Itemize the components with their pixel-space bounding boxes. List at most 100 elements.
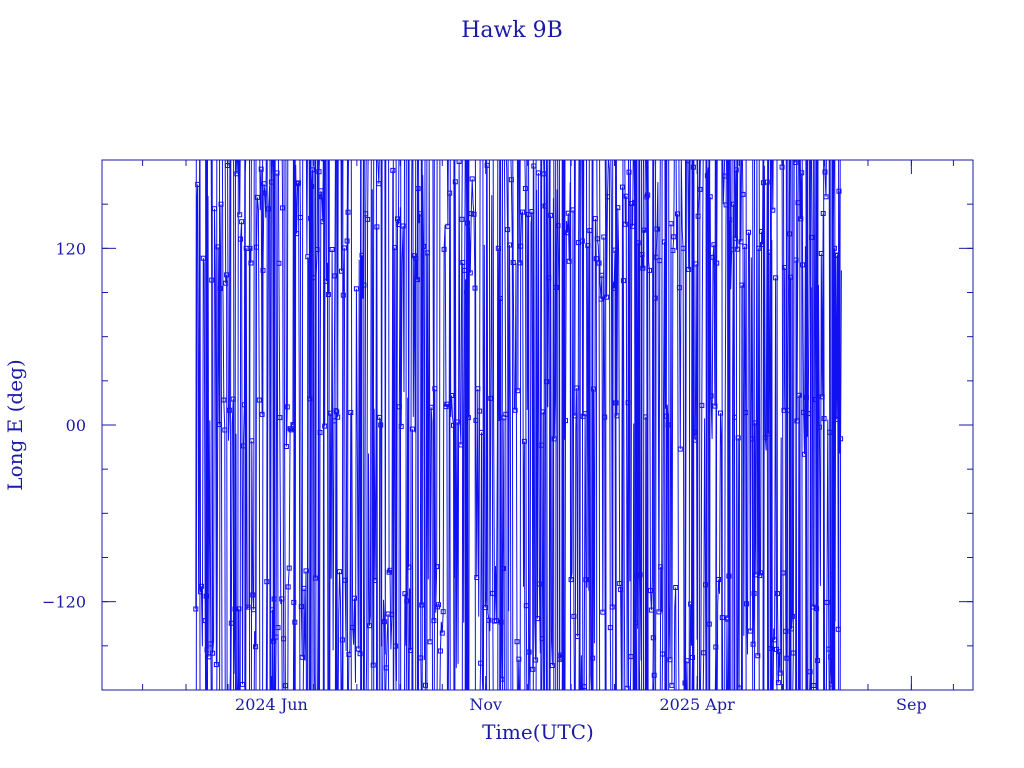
series-marker (578, 151, 582, 155)
series-marker (704, 173, 710, 179)
series-marker (454, 419, 460, 425)
series-marker (540, 409, 546, 415)
series-marker (484, 162, 490, 168)
series-marker (645, 192, 651, 198)
y-tick-labels: 120 00 −120 (42, 239, 86, 611)
series-marker (654, 226, 660, 232)
series-marker (390, 167, 396, 173)
series-marker (714, 260, 720, 266)
series-marker (370, 662, 376, 668)
series-marker (287, 426, 293, 432)
series-marker (264, 579, 270, 585)
series-marker (726, 573, 732, 579)
series-marker (762, 435, 768, 441)
series-marker (522, 186, 528, 191)
series-marker (486, 617, 492, 623)
series-marker (739, 282, 745, 288)
y-tick-label: −120 (42, 593, 86, 612)
series-marker (533, 657, 539, 663)
series-marker (324, 278, 329, 284)
series-marker (305, 254, 311, 260)
series-marker (752, 420, 758, 426)
series-marker (673, 585, 679, 590)
series-marker (406, 564, 412, 570)
series-marker (819, 394, 825, 400)
series-marker (596, 260, 602, 266)
series-marker (444, 401, 450, 407)
series-marker (452, 179, 458, 185)
series-marker (352, 595, 357, 601)
series-marker (316, 169, 322, 175)
series-marker (212, 206, 217, 212)
series-marker (651, 672, 657, 678)
series-marker (572, 413, 578, 419)
series-marker (609, 604, 615, 610)
series-marker (256, 397, 262, 403)
series-marker (535, 616, 540, 622)
series-marker (226, 407, 232, 413)
series-marker (822, 169, 828, 175)
series-marker (400, 223, 406, 229)
series-marker (392, 245, 398, 251)
series-marker (477, 408, 483, 414)
series-marker (277, 415, 283, 421)
series-marker (268, 179, 274, 185)
series-marker (331, 418, 337, 424)
series-marker (582, 411, 588, 417)
series-marker (827, 429, 833, 435)
series-marker (549, 663, 555, 668)
series-marker (663, 413, 669, 419)
series-marker (629, 201, 635, 206)
series-marker (381, 692, 385, 696)
series-marker (261, 181, 267, 187)
series-marker (348, 410, 354, 415)
series-marker (820, 211, 826, 216)
series-marker (247, 245, 253, 251)
series-marker (758, 570, 764, 576)
series-marker (612, 247, 618, 253)
series-marker (312, 575, 318, 581)
series-marker (601, 234, 607, 240)
series-marker (735, 435, 741, 441)
series-marker (472, 285, 478, 291)
series-marker (516, 656, 522, 662)
series-marker (662, 239, 667, 245)
series-marker (427, 639, 433, 645)
series-marker (308, 215, 314, 221)
series-marker (535, 170, 541, 176)
series-marker (307, 396, 313, 402)
series-marker (633, 620, 638, 626)
series-marker (835, 252, 840, 258)
series-marker (699, 402, 705, 408)
series-marker (711, 242, 717, 248)
series-marker (759, 229, 765, 234)
series-marker (337, 569, 343, 575)
series-marker (249, 438, 255, 444)
series-marker (814, 606, 820, 612)
series-marker (807, 669, 813, 675)
series-marker (333, 408, 339, 414)
series-marker (628, 654, 634, 660)
series-marker (200, 255, 206, 261)
series-marker (802, 451, 807, 457)
series-marker (838, 436, 844, 442)
series-marker (208, 641, 214, 647)
series-marker (792, 151, 796, 155)
series-marker (365, 216, 371, 222)
x-tick-labels: 2024 Jun Nov 2025 Apr Sep (235, 695, 927, 714)
series-marker (591, 386, 596, 392)
series-marker (531, 163, 537, 169)
series-marker (408, 648, 413, 653)
series-marker (409, 426, 415, 432)
series-marker (712, 403, 718, 409)
series-marker (297, 215, 303, 220)
series-marker (310, 167, 315, 173)
series-marker (361, 282, 367, 288)
series-marker (721, 173, 727, 179)
series-marker (528, 691, 532, 695)
series-marker (764, 179, 770, 185)
series-marker (285, 584, 291, 590)
series-marker (707, 194, 713, 200)
series-marker (223, 280, 229, 286)
